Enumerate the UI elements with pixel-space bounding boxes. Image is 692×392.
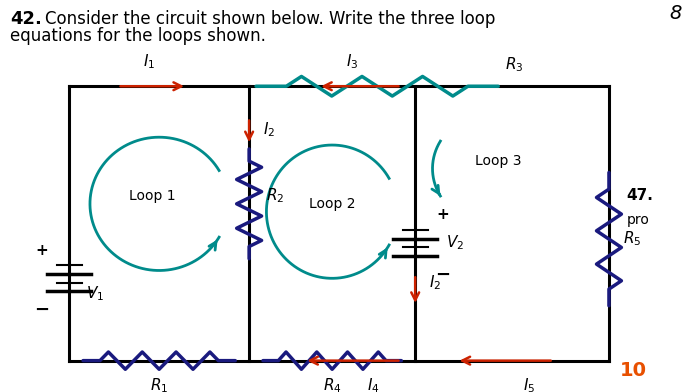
Text: $R_4$: $R_4$	[322, 376, 342, 392]
Text: $R_3$: $R_3$	[505, 56, 524, 74]
Text: −: −	[34, 301, 49, 319]
Text: $V_2$: $V_2$	[446, 234, 464, 252]
Text: +: +	[35, 243, 48, 258]
Text: $I_2$: $I_2$	[263, 120, 275, 139]
Text: $V_1$: $V_1$	[86, 285, 104, 303]
Text: pro: pro	[626, 212, 649, 227]
Text: 42.: 42.	[10, 10, 42, 28]
Text: Loop 3: Loop 3	[475, 154, 522, 168]
Text: Loop 2: Loop 2	[309, 197, 356, 211]
Text: $I_1$: $I_1$	[143, 52, 155, 71]
Text: Consider the circuit shown below. Write the three loop: Consider the circuit shown below. Write …	[45, 10, 495, 28]
Text: $I_2$: $I_2$	[429, 273, 441, 292]
Text: 8: 8	[669, 4, 682, 23]
Text: $I_3$: $I_3$	[346, 52, 358, 71]
Text: $I_4$: $I_4$	[367, 376, 380, 392]
Text: $I_5$: $I_5$	[523, 376, 536, 392]
Text: 47.: 47.	[626, 189, 653, 203]
Text: $R_2$: $R_2$	[266, 187, 284, 205]
Text: +: +	[437, 207, 449, 222]
Text: −: −	[435, 266, 450, 284]
Text: equations for the loops shown.: equations for the loops shown.	[10, 27, 266, 45]
Text: $R_5$: $R_5$	[623, 230, 641, 249]
Text: $R_1$: $R_1$	[150, 376, 168, 392]
Text: Loop 1: Loop 1	[129, 189, 176, 203]
Text: 10: 10	[619, 361, 646, 380]
